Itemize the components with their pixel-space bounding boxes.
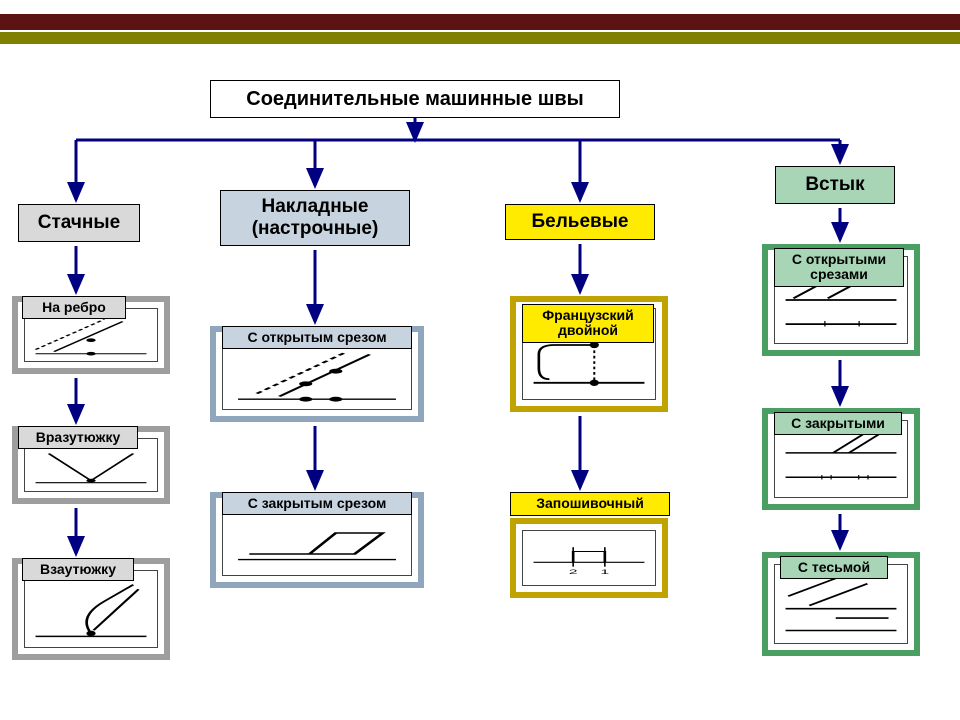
svg-text:+: + bbox=[854, 318, 864, 330]
svg-text:2: 2 bbox=[569, 568, 578, 575]
leaf-label-b1-1: Вразутюжку bbox=[18, 426, 138, 449]
root-node: Соединительные машинные швы bbox=[210, 80, 620, 118]
leaf-label-b4-1: С закрытыми bbox=[774, 412, 902, 435]
leaf-label-b1-0: На ребро bbox=[22, 296, 126, 319]
leaf-label-b4-0: С открытымисрезами bbox=[774, 248, 904, 287]
seam-illustration bbox=[24, 570, 158, 648]
leaf-label-b3-1: Запошивочный bbox=[510, 492, 670, 516]
branch-b2: Накладные(настрочные) bbox=[220, 190, 410, 246]
leaf-label-b2-1: С закрытым срезом bbox=[222, 492, 412, 515]
branch-b1: Стачные bbox=[18, 204, 140, 242]
decor-bar-olive bbox=[0, 32, 960, 44]
leaf-label-b2-0: С открытым срезом bbox=[222, 326, 412, 349]
branch-b3: Бельевые bbox=[505, 204, 655, 240]
leaf-label-b1-2: Взаутюжку bbox=[22, 558, 134, 581]
seam-illustration: 21 bbox=[522, 530, 656, 586]
svg-text:++: ++ bbox=[854, 472, 872, 483]
leaf-label-b3-0: Французскийдвойной bbox=[522, 304, 654, 343]
branch-b4: Встык bbox=[775, 166, 895, 204]
leaf-frame-b3-1: 21 bbox=[510, 518, 668, 598]
decor-bar-dark bbox=[0, 14, 960, 30]
svg-text:++: ++ bbox=[817, 472, 835, 483]
leaf-label-b4-2: С тесьмой bbox=[780, 556, 888, 579]
svg-text:+: + bbox=[820, 318, 830, 330]
svg-text:1: 1 bbox=[600, 568, 609, 575]
